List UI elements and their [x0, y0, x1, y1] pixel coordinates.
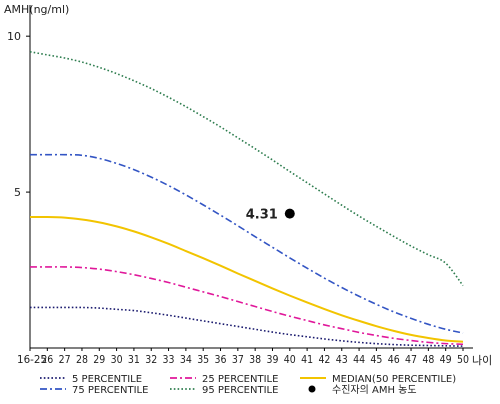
x-tick-label: 41 [301, 354, 313, 366]
y-tick-label: 10 [7, 30, 21, 43]
y-tick-label: 5 [14, 186, 21, 199]
patient-value-label: 4.31 [246, 208, 278, 223]
patient-marker-layer: 4.31 [246, 208, 295, 223]
x-tick-label: 43 [336, 354, 348, 366]
y-axis-label: AMH(ng/ml) [4, 3, 69, 16]
x-tick-label: 27 [59, 354, 71, 366]
x-tick-label: 49 [440, 354, 452, 366]
patient-point [284, 208, 295, 219]
x-tick-label: 46 [388, 354, 400, 366]
x-axis-label: 나이 [472, 354, 492, 367]
x-tick-label: 39 [266, 354, 278, 366]
x-tick-label: 29 [93, 354, 105, 366]
series-line-2 [30, 266, 464, 346]
x-tick-label: 45 [370, 354, 382, 366]
x-tick-label: 37 [232, 354, 244, 366]
x-tick-label: 38 [249, 354, 261, 366]
legend-label: 95 PERCENTILE [202, 385, 278, 396]
legend-swatch [308, 385, 316, 393]
x-tick-label: 44 [353, 354, 365, 366]
legend-label: 25 PERCENTILE [202, 374, 278, 385]
series-line-5 [29, 50, 464, 287]
x-tick-label: 40 [284, 354, 296, 366]
series-layer [29, 50, 464, 347]
x-tick-label: 42 [318, 354, 330, 366]
x-tick-label: 47 [405, 354, 417, 366]
x-tick-label: 34 [180, 354, 192, 366]
series-line-1 [30, 306, 464, 347]
legend-label: 75 PERCENTILE [72, 385, 148, 396]
x-tick-label: 32 [145, 354, 157, 366]
series-line-4 [29, 153, 464, 334]
x-tick-label: 33 [163, 354, 175, 366]
x-tick-label: 36 [215, 354, 227, 366]
legend: 5 PERCENTILE 25 PERCENTILE MEDIAN(50 PERCE… [40, 374, 456, 396]
series-line-3 [29, 215, 464, 343]
x-tick-label: 26 [41, 354, 53, 366]
x-tick-label: 50 [457, 354, 469, 366]
x-tick-label: 31 [128, 354, 140, 366]
x-tick-label: 28 [76, 354, 88, 366]
x-tick-label: 35 [197, 354, 209, 366]
x-tick-label: 16-25 [17, 354, 47, 366]
x-tick-label: 48 [422, 354, 434, 366]
x-tick-label: 30 [111, 354, 123, 366]
legend-label: MEDIAN(50 PERCENTILE) [332, 374, 456, 385]
legend-label: 수진자의 AMH 농도 [332, 384, 417, 396]
legend-label: 5 PERCENTILE [72, 374, 142, 385]
